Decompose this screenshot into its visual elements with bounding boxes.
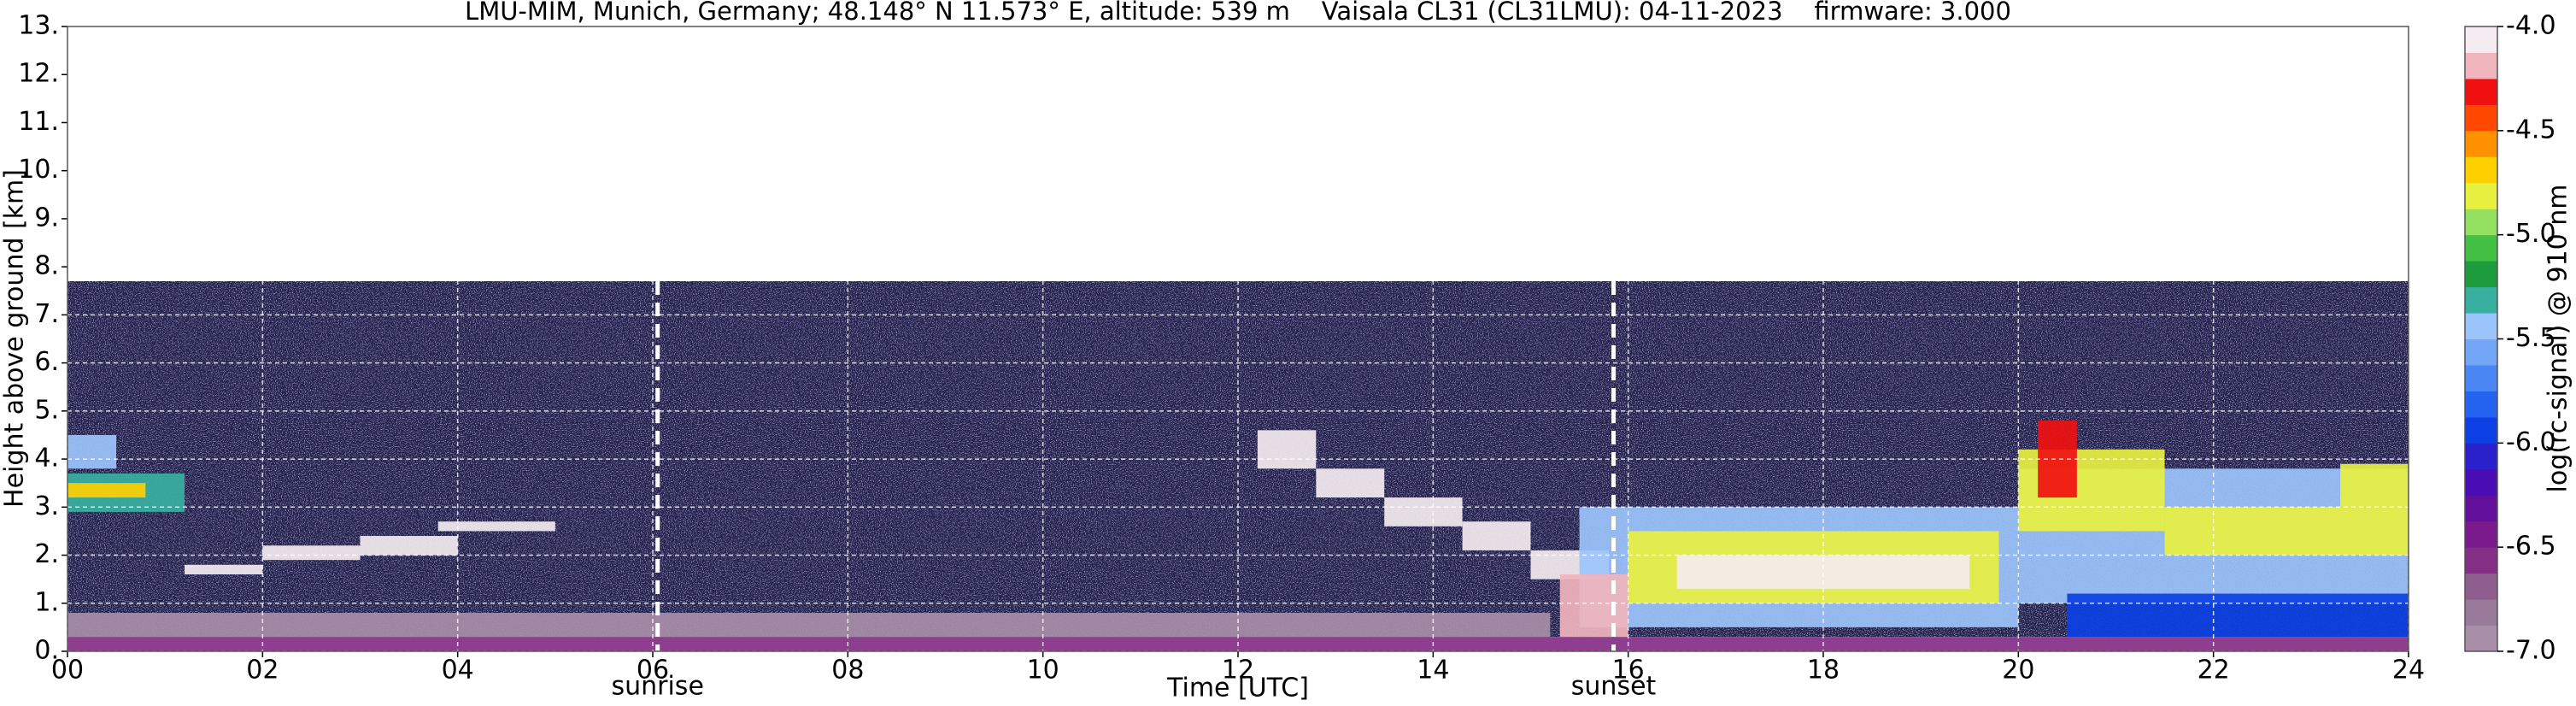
colorbar-band [2465,573,2497,600]
colorbar-band [2465,286,2497,314]
y-tick-label: 2. [34,539,59,569]
y-tick-label: 3. [34,491,59,521]
colorbar-tick-label: -4.5 [2506,115,2556,144]
plot-area [67,26,2409,651]
colorbar-band [2465,391,2497,418]
y-tick-label: 4. [34,444,59,474]
colorbar-band [2465,625,2497,652]
heatmap-cell [1316,468,1385,498]
x-tick-label: 08 [831,656,864,685]
colorbar-band [2465,52,2497,79]
x-tick-label: 16 [1612,656,1645,685]
plot-frame [67,26,2409,652]
colorbar-band [2465,338,2497,366]
y-tick-label: 8. [34,251,59,281]
x-tick-label: 24 [2392,656,2425,685]
y-tick-label: 13. [18,11,59,41]
y-tick-label: 6. [34,347,59,377]
x-tick-label: 18 [1807,656,1840,685]
colorbar-band [2465,234,2497,262]
y-tick-label: 1. [34,587,59,617]
colorbar-band [2465,156,2497,184]
y-tick-label: 5. [34,395,59,425]
y-axis-label: Height above ground [km] [0,169,30,508]
heatmap-cell [1257,430,1317,469]
colorbar-tick-label: -4.0 [2506,11,2556,41]
colorbar-band [2465,416,2497,444]
heatmap-cell [67,434,117,469]
x-tick-label: 10 [1027,656,1059,685]
y-tick-label: 7. [34,299,59,329]
x-axis-label: Time [UTC] [1166,674,1309,703]
colorbar-tick-label: -5.5 [2506,323,2556,353]
heatmap-cell [1462,521,1531,550]
x-tick-label: 22 [2198,656,2230,685]
heatmap-cell [185,564,263,575]
x-tick-label: 20 [2002,656,2034,685]
y-tick-label: 11. [18,107,59,137]
annotation-label: sunset [1571,672,1657,702]
x-tick-label: 06 [637,656,669,685]
x-tick-label: 00 [51,656,84,685]
heatmap-cell [2340,463,2409,508]
colorbar-band [2465,104,2497,132]
colorbar-band [2465,599,2497,627]
x-tick-label: 12 [1222,656,1254,685]
colorbar-tick-label: -5.0 [2506,219,2556,249]
colorbar-band [2465,521,2497,548]
y-tick-label: 0. [34,636,59,666]
colorbar-band [2465,468,2497,496]
colorbar-band [2465,547,2497,574]
y-tick-label: 9. [34,203,59,232]
annotation-label: sunrise [611,672,703,702]
heatmap-cell [2067,593,2409,638]
heatmap-cell [2164,507,2409,556]
heatmap-cell [67,613,1551,638]
y-tick-label: 10. [18,155,59,185]
y-tick-label: 12. [18,59,59,89]
colorbar-band [2465,495,2497,522]
x-tick-label: 02 [246,656,279,685]
x-tick-label: 14 [1417,656,1449,685]
heatmap-cell [67,483,146,498]
colorbar-band [2465,364,2497,391]
heatmap-cell [262,545,361,561]
colorbar-band [2465,78,2497,105]
colorbar-band [2465,209,2497,236]
chart-title: LMU-MIM, Munich, Germany; 48.148° N 11.5… [465,0,2011,26]
heatmap-cell [1384,497,1463,527]
colorbar-tick-label: -7.0 [2506,636,2556,666]
x-tick-label: 04 [442,656,474,685]
colorbar-band [2465,261,2497,288]
colorbar-tick-label: -6.0 [2506,427,2556,457]
colorbar-band [2465,313,2497,339]
colorbar-tick-label: -6.5 [2506,532,2556,562]
colorbar-band [2465,26,2497,53]
colorbar-band [2465,443,2497,470]
heatmap-cell [1559,574,1628,638]
heatmap-cell [360,536,458,556]
colorbar-label: log(rc-signal) @ 910 nm [2544,185,2573,493]
heatmap-cell [437,521,555,532]
colorbar-band [2465,130,2497,157]
colorbar-band [2465,182,2497,209]
